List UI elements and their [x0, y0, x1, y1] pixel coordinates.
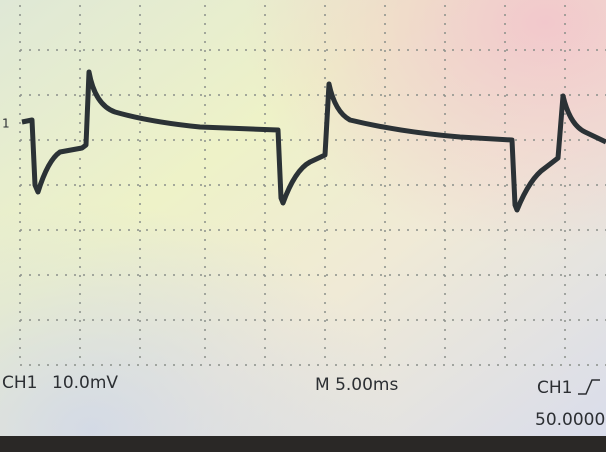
- waveform: [21, 69, 606, 213]
- vertical-scale: 10.0mV: [52, 373, 118, 393]
- channel-marker: 1: [2, 117, 10, 131]
- trigger-slope-icon: [578, 379, 600, 395]
- grid: [19, 5, 606, 366]
- trigger-level: 50.0000: [535, 410, 605, 430]
- channel-label: CH1: [2, 373, 37, 393]
- trigger-source: CH1: [537, 378, 572, 398]
- bezel: [0, 436, 606, 452]
- timebase: M 5.00ms: [315, 375, 398, 395]
